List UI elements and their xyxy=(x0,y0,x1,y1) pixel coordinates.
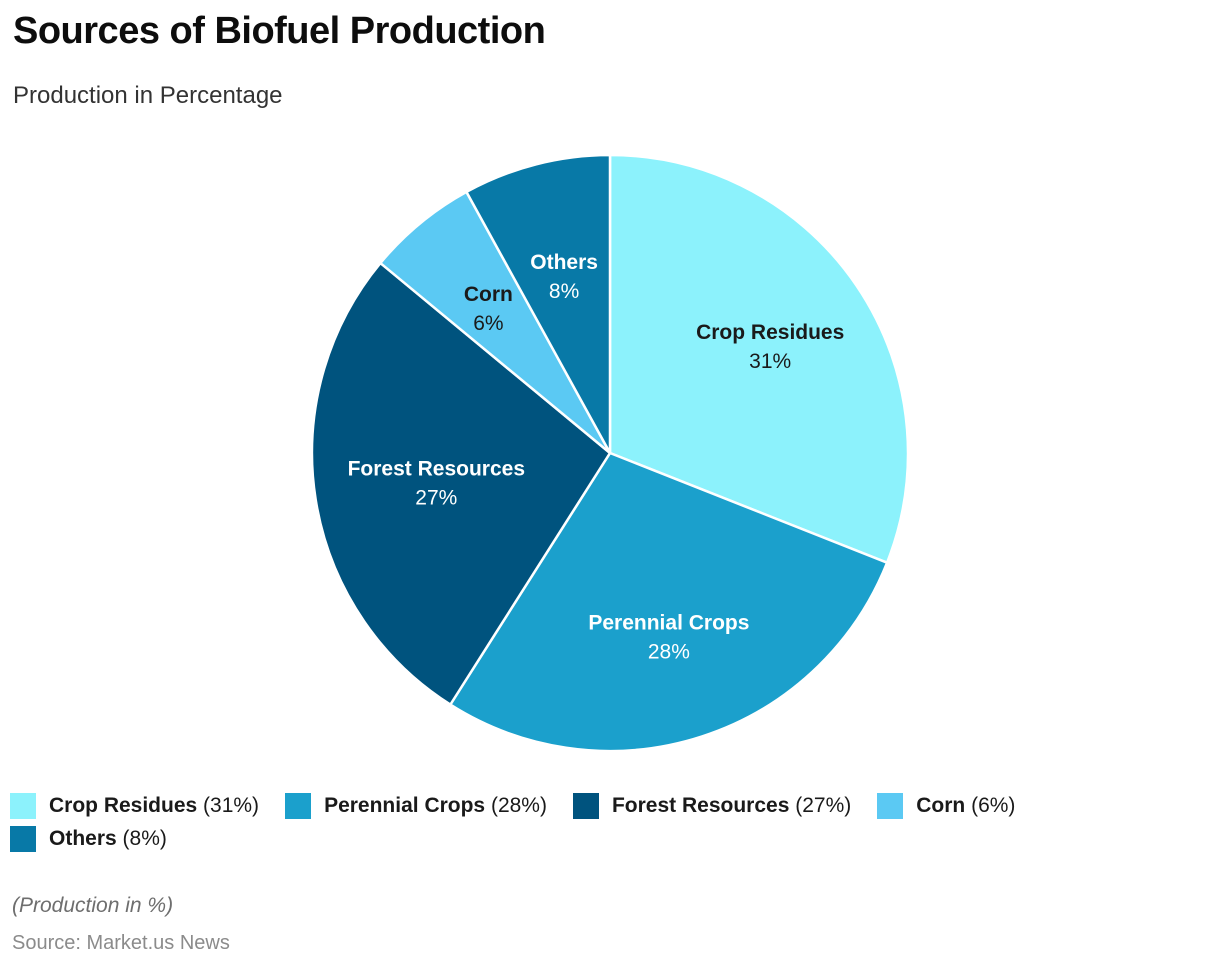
legend-swatch-forest-resources xyxy=(572,793,599,819)
legend-swatch-crop-residues xyxy=(10,793,36,819)
chart-title: Sources of Biofuel Production xyxy=(13,10,546,52)
legend-label-perennial-crops: Perennial Crops (28%) xyxy=(324,794,547,817)
pie-slice-perennial-crops[interactable] xyxy=(449,451,889,753)
legend-swatch-corn xyxy=(877,793,904,819)
pie-slice-others[interactable] xyxy=(465,153,612,455)
legend-swatch-others xyxy=(10,826,36,852)
legend: Crop Residues (31%) Perennial Crops (28%)… xyxy=(10,793,1130,852)
legend-item-others[interactable]: Others (8%) xyxy=(10,826,167,852)
legend-item-forest-resources[interactable]: Forest Resources (27%) xyxy=(572,793,852,819)
units-note: (Production in %) xyxy=(12,894,174,917)
chart-subtitle: Production in Percentage xyxy=(13,82,283,109)
pie-slice-crop-residues[interactable] xyxy=(608,153,910,564)
legend-label-crop-residues: Crop Residues (31%) xyxy=(49,794,260,817)
legend-label-forest-resources: Forest Resources (27%) xyxy=(611,794,852,817)
source-text: Source: Market.us News xyxy=(12,932,230,954)
legend-label-others: Others (8%) xyxy=(49,827,167,850)
legend-item-perennial-crops[interactable]: Perennial Crops (28%) xyxy=(285,793,547,819)
legend-item-crop-residues[interactable]: Crop Residues (31%) xyxy=(10,793,259,819)
legend-swatch-perennial-crops xyxy=(285,793,312,819)
legend-item-corn[interactable]: Corn (6%) xyxy=(877,793,1015,819)
pie-slice-forest-resources[interactable] xyxy=(310,261,612,706)
legend-label-corn: Corn (6%) xyxy=(916,794,1016,817)
